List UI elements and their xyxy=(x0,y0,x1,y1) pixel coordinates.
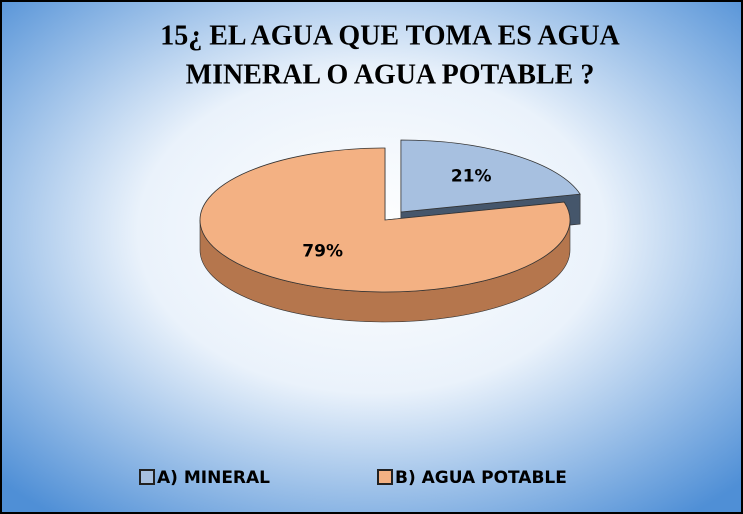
legend-label: B) AGUA POTABLE xyxy=(395,468,567,488)
legend-swatch xyxy=(139,469,155,485)
data-label: 21% xyxy=(451,167,492,187)
data-label: 79% xyxy=(302,241,343,261)
legend-swatch xyxy=(377,469,393,485)
legend-label: A) MINERAL xyxy=(157,468,270,488)
chart-title: 15¿ EL AGUA QUE TOMA ES AGUA xyxy=(160,20,620,51)
chart-title: MINERAL O AGUA POTABLE ? xyxy=(186,59,595,90)
slice xyxy=(199,147,571,293)
slice xyxy=(400,139,581,213)
